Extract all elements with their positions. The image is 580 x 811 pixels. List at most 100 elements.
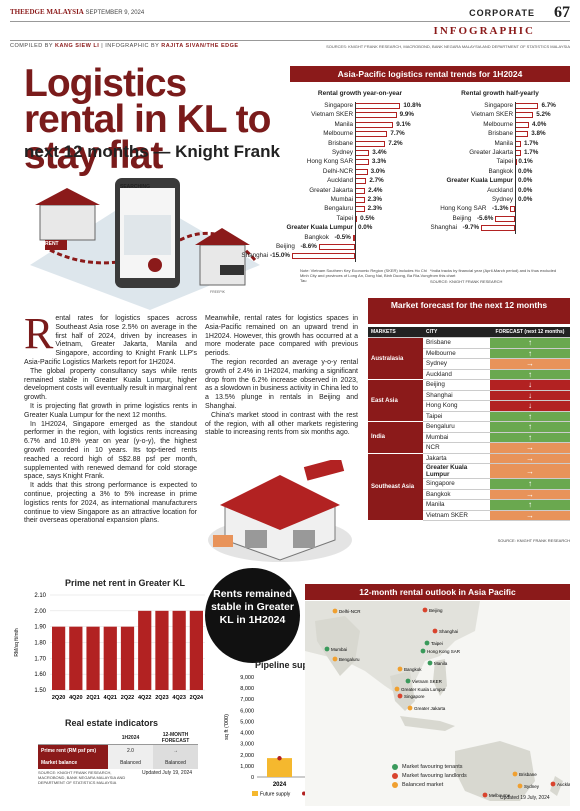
- yoy-note: Note: Vietnam Southern Key Economic Regi…: [300, 268, 430, 283]
- page-number: 67: [554, 4, 570, 21]
- city-name: Singapore: [423, 478, 490, 490]
- map-preview: [124, 215, 171, 255]
- bar-label: Melbourne: [323, 130, 353, 138]
- warehouse-left: [39, 204, 96, 241]
- bar-value: 0.0%: [358, 224, 373, 232]
- location-pin-icon: [148, 258, 162, 272]
- forecast-row: East Asia Beijing ↓: [368, 379, 570, 422]
- brand: THEEDGE MALAYSIA: [10, 8, 84, 16]
- trend-arrow-icon: ↑: [490, 369, 570, 380]
- bar: [292, 253, 355, 260]
- rent-bar-chart: 1.50 1.60 1.70 1.80 1.90 2.00 2.10 RM/sq ft/mth…: [14, 593, 205, 701]
- australia-landmass: [455, 741, 535, 801]
- trend-arrow-icon: ↑: [490, 411, 570, 422]
- bar-label: Beijing: [275, 243, 295, 250]
- forecast-row: Mumbai ↑: [368, 432, 570, 443]
- bar-value: -9.7%: [462, 224, 480, 232]
- loading-dock: [293, 530, 315, 548]
- city-marker: [427, 660, 433, 666]
- bar-value: 2.3%: [367, 205, 383, 213]
- trends-header: Asia-Pacific logistics rental trends for…: [290, 66, 570, 82]
- article-column-1: R ental rates for logistics spaces acros…: [24, 312, 197, 526]
- col-forecast: FORECAST (next 12 months): [490, 327, 570, 338]
- legend-item: Market favouring tenants: [392, 763, 467, 772]
- bar-label: Greater Kuala Lumpur: [446, 177, 513, 185]
- forecast-row: Singapore ↑: [368, 478, 570, 490]
- bar-value: 2.3%: [367, 196, 383, 203]
- city-label: Beijing: [429, 608, 443, 613]
- forecast-row: Hong Kong ↓: [368, 400, 570, 412]
- legend-label: Market favouring landlords: [402, 773, 467, 779]
- bar-value: 0.1%: [518, 158, 533, 166]
- city-label: Vietnam SKER: [412, 679, 443, 684]
- bar: [355, 197, 365, 203]
- y-axis-label: sq ft ('000): [224, 714, 230, 740]
- city-label: Auckland: [557, 782, 570, 787]
- bar-row: Taipei 0.1%: [430, 158, 570, 166]
- new-zealand-landmass: [550, 776, 563, 796]
- y-tick-label: 2,000: [240, 753, 254, 759]
- city-label: Bangkok: [404, 667, 422, 672]
- trend-arrow-icon: →: [490, 510, 570, 521]
- city-marker: [397, 666, 403, 672]
- city-name: Beijing: [423, 379, 490, 391]
- bar-row: Shanghai -9.7%: [430, 224, 570, 232]
- legend-label: Balanced market: [402, 782, 444, 788]
- infographic-by: RAJITA SIVAN/THE EDGE: [161, 43, 239, 49]
- bar-value: 9.1%: [396, 120, 411, 128]
- bar-value: 7.2%: [388, 139, 403, 147]
- forecast-row: Manila ↑: [368, 499, 570, 511]
- bar-value: 2.4%: [368, 186, 383, 194]
- y-tick-label: 5,000: [240, 719, 254, 725]
- x-tick-label: 2Q20: [52, 695, 65, 701]
- article-paragraph: It adds that this strong performance is …: [24, 482, 197, 525]
- indonesia-landmass: [400, 716, 455, 731]
- bar-row: Brisbane 7.2%: [290, 140, 430, 148]
- bar: [355, 140, 386, 147]
- indicator-forecast: →: [153, 744, 198, 757]
- city-name: Melbourne: [423, 348, 490, 359]
- city-label: Shanghai: [439, 629, 458, 634]
- forecast-header: Market forecast for the next 12 months: [368, 298, 570, 324]
- bar: [515, 121, 529, 128]
- region-label: India: [368, 421, 423, 454]
- map-header: 12-month rental outlook in Asia Pacific: [305, 584, 570, 600]
- bar-row: Hong Kong SAR 3.3%: [290, 158, 430, 166]
- bar-value: -8.6%: [300, 243, 317, 250]
- bar: [495, 215, 515, 222]
- tenant-dot-icon: [392, 763, 398, 770]
- outlook-map: Beijing Shanghai Delhi-NCR Mumbai Bengaluru T…: [305, 601, 570, 806]
- city-label: Singapore: [404, 694, 425, 699]
- city-label: Bengaluru: [339, 657, 360, 662]
- bar-label: Manila: [494, 139, 513, 147]
- section-title: INFOGRAPHIC: [433, 25, 535, 37]
- bar-label: Auckland: [487, 186, 513, 194]
- city-marker: [332, 656, 338, 662]
- indicator-label: Prime rent (RM psf pm): [38, 744, 108, 757]
- y-tick-label: 1,000: [240, 764, 254, 770]
- bar-label: Greater Jakarta: [309, 186, 353, 194]
- indicators-updated: Updated July 19, 2024: [142, 770, 193, 776]
- callout-circle: Rents remained stable in Greater KL in 1…: [205, 568, 300, 663]
- bar-row: Beijing -8.6%: [276, 243, 430, 251]
- col-city: CITY: [423, 327, 490, 338]
- bar-row: Delhi-NCR 3.0%: [290, 168, 430, 176]
- bar: [355, 178, 367, 185]
- article-paragraph: Meanwhile, rental rates for logistics sp…: [205, 315, 358, 358]
- bar-row: Melbourne 7.7%: [290, 130, 430, 138]
- bar-row: Shanghai -15.0%: [241, 252, 430, 260]
- bar-row: Singapore 6.7%: [430, 102, 570, 110]
- trend-arrow-icon: ↑: [490, 432, 570, 443]
- forecast-row: Melbourne ↑: [368, 348, 570, 359]
- legend-item: Market favouring landlords: [392, 772, 467, 781]
- roof-left: [35, 188, 100, 205]
- trend-arrow-icon: →: [490, 453, 570, 464]
- image-credit: FREEPIK: [210, 290, 225, 294]
- bar-label: Greater Jakarta: [469, 149, 513, 156]
- bar-value: 3.8%: [531, 130, 546, 138]
- section-tag: CORPORATE: [469, 8, 535, 18]
- bar-row: Hong Kong SAR -1.3%: [430, 205, 570, 213]
- x-tick-label: 2024: [273, 782, 287, 788]
- legend-item: Balanced market: [392, 781, 467, 790]
- rent-sign-text: RENT: [45, 241, 59, 247]
